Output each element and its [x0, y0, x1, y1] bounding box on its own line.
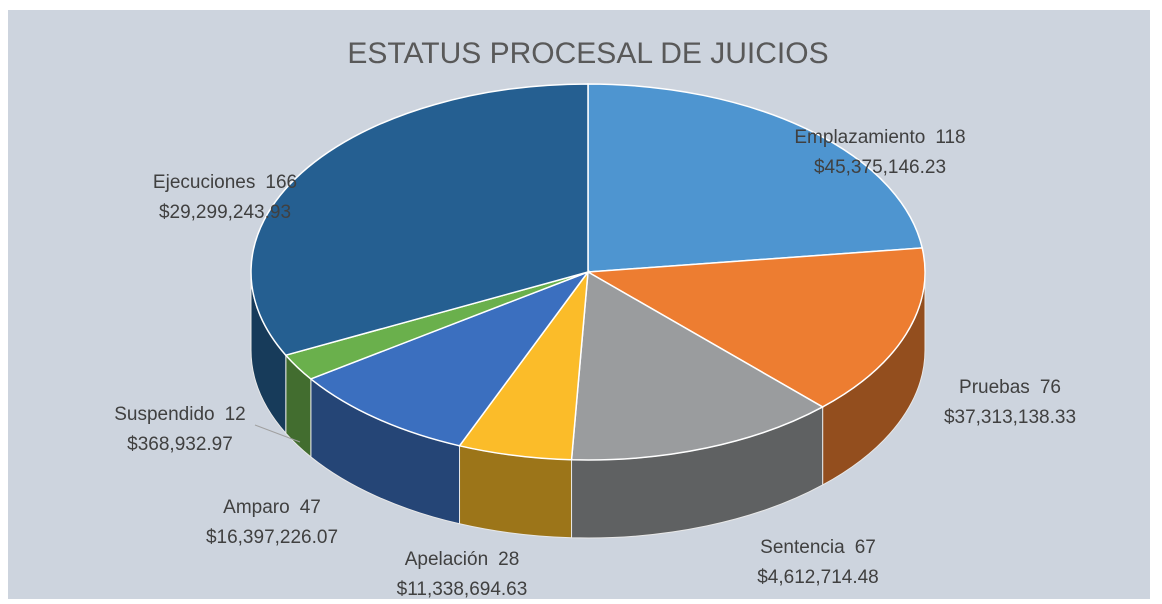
category-label: Pruebas — [959, 377, 1030, 398]
value-label: 28 — [498, 549, 519, 570]
category-label: Ejecuciones — [153, 172, 255, 193]
category-label: Amparo — [223, 497, 290, 518]
amount-label: $45,375,146.23 — [814, 157, 946, 178]
amount-label: $4,612,714.48 — [757, 567, 879, 588]
amount-label: $29,299,243.93 — [159, 202, 291, 223]
pie-slice — [570, 270, 825, 461]
data-label: Pruebas 76 — [959, 377, 1061, 398]
category-label: Apelación — [405, 549, 488, 570]
data-label: Sentencia 67 — [760, 537, 876, 558]
value-label: 118 — [935, 127, 965, 148]
data-label: Ejecuciones 166 — [153, 172, 297, 193]
pie-slice — [250, 83, 589, 357]
leader-line — [254, 424, 301, 443]
value-label: 76 — [1040, 377, 1061, 398]
data-label: Suspendido 12 — [114, 404, 246, 425]
data-label: Amparo 47 — [223, 497, 321, 518]
data-label: Apelación 28 — [405, 549, 520, 570]
value-label: 12 — [225, 404, 246, 425]
chart-title: ESTATUS PROCESAL DE JUICIOS — [347, 37, 828, 70]
amount-label: $368,932.97 — [127, 434, 233, 455]
category-label: Sentencia — [760, 537, 845, 558]
value-label: 166 — [265, 172, 297, 193]
value-label: 67 — [855, 537, 876, 558]
amount-label: $37,313,138.33 — [944, 407, 1076, 428]
pie-slice — [309, 270, 591, 447]
value-label: 47 — [300, 497, 321, 518]
pie-slice — [585, 247, 926, 408]
data-label: Emplazamiento 118 — [794, 127, 965, 148]
category-label: Suspendido — [114, 404, 214, 425]
amount-label: $16,397,226.07 — [206, 527, 338, 548]
category-label: Emplazamiento — [794, 127, 925, 148]
amount-label: $11,338,694.63 — [397, 579, 528, 599]
pie-slice — [587, 83, 924, 273]
